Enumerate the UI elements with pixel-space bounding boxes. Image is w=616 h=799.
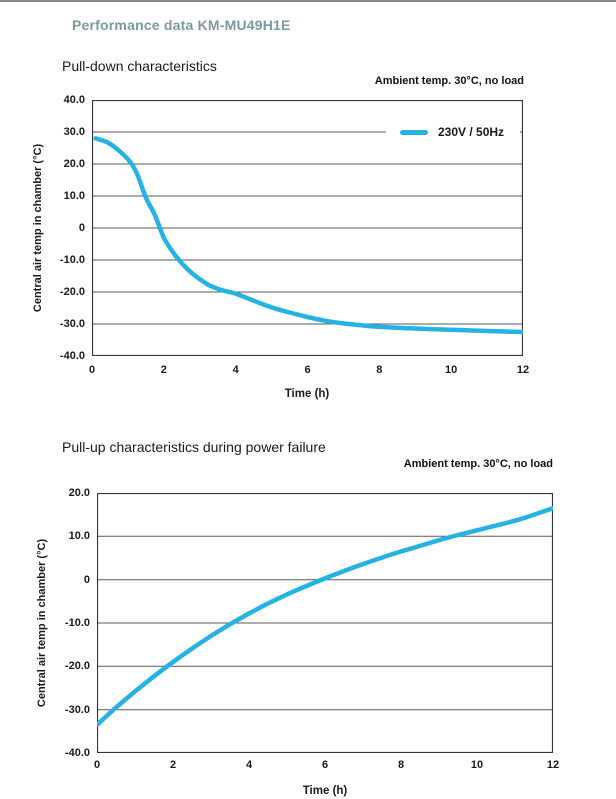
y-tick-label: 20.0 — [68, 487, 90, 499]
y-tick-label: -20.0 — [64, 660, 90, 673]
page-title: Performance data KM-MU49H1E — [72, 17, 291, 34]
page-top-divider — [0, 0, 616, 2]
y-tick-label: 0 — [83, 573, 90, 586]
y-tick-label: 10.0 — [63, 190, 85, 202]
x-tick-label: 10 — [470, 759, 484, 771]
x-tick-label: 10 — [445, 364, 458, 376]
section-title-pulldown: Pull-down characteristics — [62, 57, 217, 74]
pulldown-chart: Central air temp in chamber (°C) 40.0 30.… — [0, 94, 616, 404]
y-tick-label: -20.0 — [59, 286, 85, 298]
x-tick-label: 12 — [546, 759, 560, 771]
y-tick-label: -30.0 — [59, 318, 85, 330]
x-axis-title: Time (h) — [284, 388, 330, 400]
y-tick-label: 40.0 — [63, 94, 85, 106]
x-tick-labels: 0 2 4 6 8 10 12 — [0, 100, 616, 404]
x-tick-label: 2 — [169, 759, 177, 771]
y-tick-label: -30.0 — [64, 703, 90, 716]
plot-area — [97, 493, 553, 753]
x-tick-label: 0 — [93, 759, 101, 771]
x-tick-label: 0 — [88, 364, 96, 376]
x-tick-label: 8 — [397, 759, 405, 771]
y-tick-label: 30.0 — [63, 126, 85, 138]
y-tick-label: 0 — [78, 222, 85, 234]
series-curve — [97, 505, 553, 728]
x-tick-label: 4 — [232, 364, 239, 376]
y-tick-labels: 40.0 30.0 20.0 10.0 0 -10.0 -20.0 -30.0 -40.0 — [0, 94, 85, 362]
x-tick-label: 4 — [245, 759, 253, 771]
y-tick-label: 10.0 — [68, 530, 90, 543]
plot-border — [97, 493, 553, 753]
x-axis-title: Time (h) — [302, 785, 348, 797]
legend-line-swatch — [400, 129, 428, 135]
chart-annotation-pullup: Ambient temp. 30°C, no load — [403, 458, 553, 470]
plot-border — [92, 100, 523, 356]
series-curve — [93, 136, 523, 335]
section-title-pullup: Pull-up characteristics during power fai… — [62, 438, 326, 455]
x-tick-label: 12 — [516, 364, 530, 376]
y-tick-label: -10.0 — [64, 617, 90, 629]
y-tick-label: 20.0 — [63, 158, 85, 170]
y-tick-label: -10.0 — [59, 254, 85, 266]
pullup-chart: Central air temp in chamber (°C) 20.0 10.… — [0, 487, 616, 799]
legend-label: 230V / 50Hz — [438, 125, 505, 139]
legend: 230V / 50Hz — [386, 118, 520, 146]
y-tick-label: -40.0 — [59, 350, 85, 362]
x-tick-label: 6 — [304, 364, 311, 376]
y-tick-label: -40.0 — [64, 747, 90, 759]
y-tick-labels: 20.0 10.0 0 -10.0 -20.0 -30.0 -40.0 — [0, 487, 90, 759]
x-tick-label: 6 — [321, 759, 329, 771]
x-tick-labels: 0 2 4 6 8 10 12 — [0, 493, 616, 799]
x-tick-label: 8 — [376, 364, 383, 376]
x-tick-label: 2 — [160, 364, 167, 376]
plot-area — [92, 100, 523, 356]
chart-annotation-pulldown: Ambient temp. 30°C, no load — [374, 75, 524, 87]
